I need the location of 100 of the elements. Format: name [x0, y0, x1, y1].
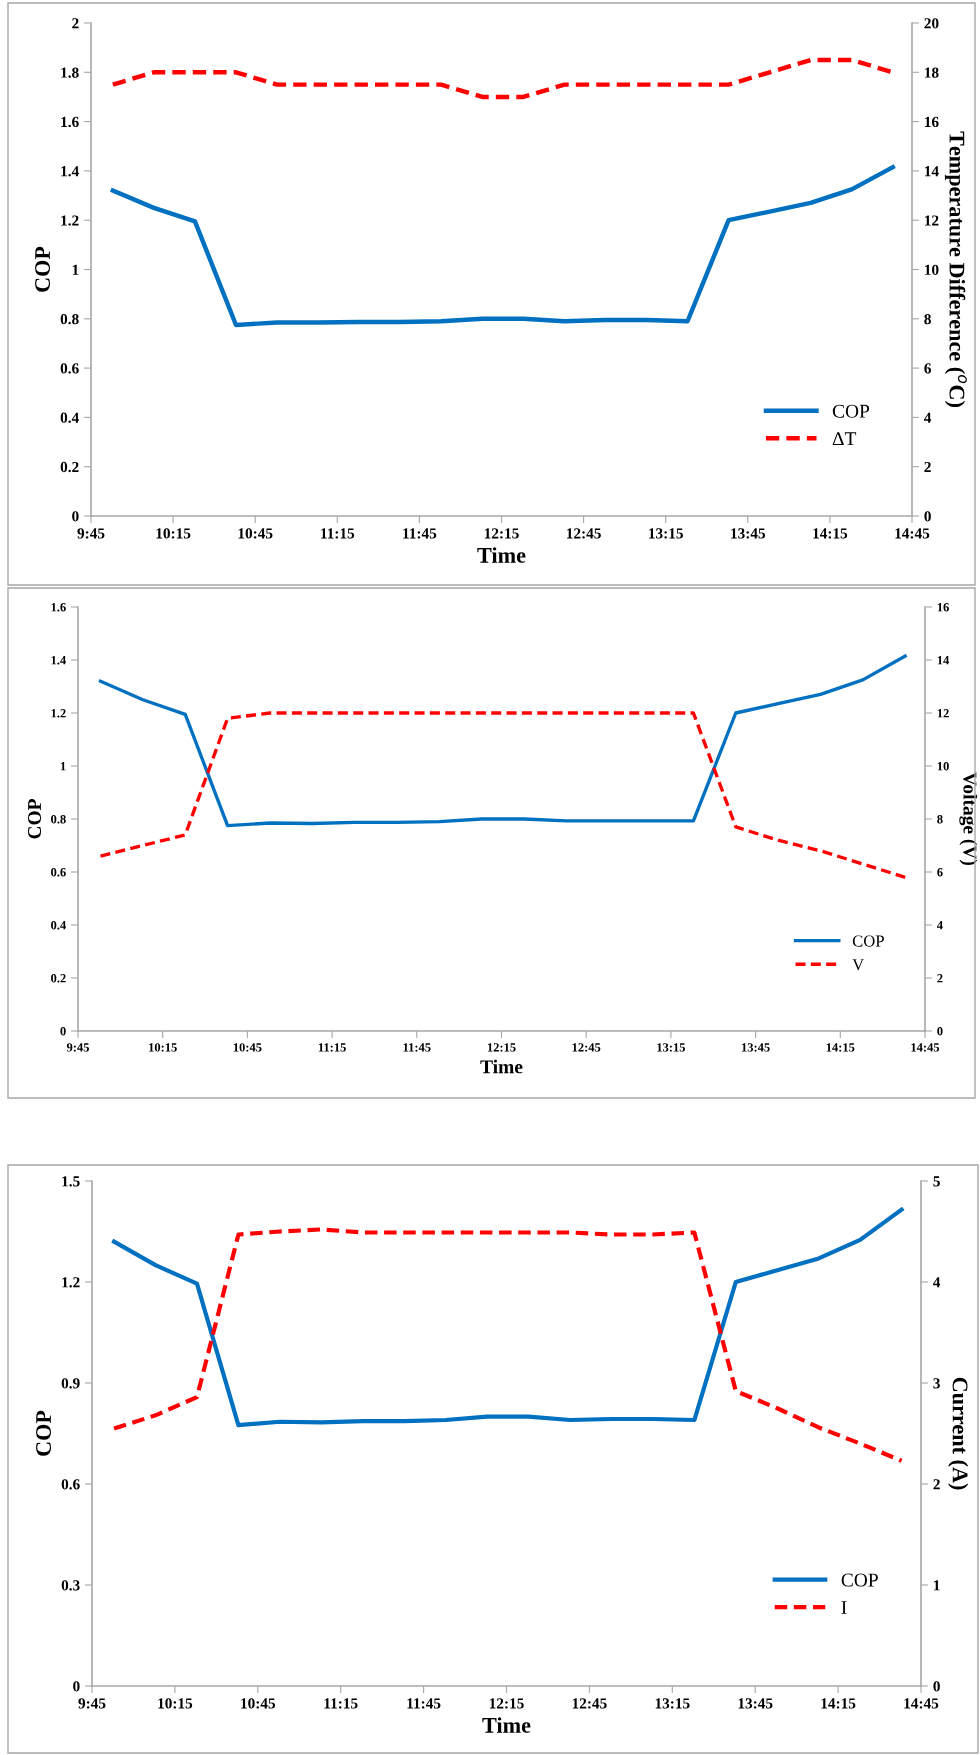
x-tick-label: 10:15 — [149, 1043, 177, 1052]
y2-axis-title: Current (A) — [948, 1377, 969, 1490]
y2-tick-label: 12 — [937, 709, 949, 718]
y2-tick-label: 4 — [936, 921, 943, 930]
x-tick-label: 12:15 — [484, 528, 519, 539]
y-tick-label: 0.9 — [61, 1378, 80, 1389]
y-tick-label: 1 — [72, 264, 79, 275]
x-tick-label: 14:15 — [826, 1043, 855, 1052]
y2-tick-label: 3 — [933, 1378, 940, 1389]
y2-tick-label: 10 — [925, 264, 939, 275]
y-tick-label: 0.6 — [51, 868, 66, 877]
x-tick-label: 12:15 — [489, 1698, 524, 1709]
y-axis-title: COP — [36, 1410, 52, 1456]
x-tick-label: 13:45 — [738, 1698, 773, 1709]
y2-tick-label: 0 — [933, 1681, 940, 1692]
x-tick-label: 13:45 — [731, 528, 766, 539]
y-tick-label: 0.8 — [60, 313, 79, 325]
y-tick-label: 0.4 — [60, 412, 79, 423]
y-tick-label: 1.4 — [51, 656, 66, 665]
y-tick-label: 1.2 — [62, 1277, 80, 1288]
y2-tick-label: 1 — [934, 1580, 940, 1591]
x-tick-label: 14:45 — [911, 1043, 940, 1052]
y2-tick-label: 2 — [924, 461, 931, 472]
x-axis-title: Time — [480, 1059, 523, 1074]
y-tick-label: 1.4 — [61, 166, 79, 177]
x-tick-label: 13:15 — [649, 528, 683, 539]
x-tick-label: 11:15 — [318, 1043, 346, 1052]
legend-label: ΔT — [832, 432, 857, 446]
x-tick-label: 11:45 — [403, 1043, 431, 1052]
y2-tick-label: 8 — [924, 313, 931, 325]
y2-axis-title: Voltage (V) — [959, 772, 978, 866]
y-tick-label: 0.3 — [61, 1580, 80, 1591]
y2-tick-label: 0 — [924, 511, 931, 522]
legend-label: COP — [852, 935, 884, 947]
x-tick-label: 14:45 — [895, 528, 930, 539]
y2-tick-label: 18 — [925, 67, 939, 78]
x-tick-label: 12:45 — [572, 1043, 601, 1052]
y-axis-title: COP — [28, 799, 42, 839]
y-tick-label: 2 — [72, 18, 79, 29]
y2-tick-label: 20 — [924, 18, 939, 29]
legend-label: I — [841, 1601, 847, 1614]
x-tick-label: 11:45 — [407, 1698, 441, 1709]
y2-axis-title: Temperature Difference ($^{o}$C) — [944, 131, 967, 407]
x-tick-label: 11:15 — [321, 528, 355, 539]
y2-tick-label: 14 — [925, 166, 939, 177]
y-tick-label: 0 — [60, 1027, 66, 1036]
line-series — [98, 711, 907, 879]
x-tick-label: 9:45 — [78, 1698, 106, 1709]
x-tick-label: 10:15 — [156, 528, 191, 539]
x-tick-label: 10:45 — [233, 1043, 262, 1052]
x-axis-title: Time — [482, 1717, 531, 1733]
y2-tick-label: 8 — [937, 815, 943, 824]
y2-tick-label: 2 — [937, 974, 943, 983]
x-tick-label: 12:45 — [572, 1698, 607, 1709]
y-tick-label: 0.2 — [51, 974, 66, 983]
y2-tick-label: 6 — [924, 363, 931, 374]
y-tick-label: 1.5 — [62, 1176, 80, 1187]
y-tick-label: 0 — [72, 511, 79, 522]
y-tick-label: 0.2 — [60, 461, 79, 473]
x-tick-label: 11:15 — [324, 1698, 358, 1709]
y2-tick-label: 12 — [925, 215, 939, 226]
y-tick-label: 0.4 — [51, 921, 66, 930]
y2-tick-label: 5 — [933, 1176, 940, 1187]
x-tick-label: 10:45 — [238, 528, 273, 539]
legend-label: COP — [832, 404, 870, 418]
x-tick-label: 10:15 — [158, 1698, 193, 1709]
y-tick-label: 0 — [73, 1681, 80, 1692]
y2-tick-label: 2 — [933, 1479, 940, 1490]
y-tick-label: 0.6 — [60, 363, 79, 374]
y2-tick-label: 0 — [937, 1027, 943, 1036]
x-tick-label: 9:45 — [66, 1043, 89, 1052]
x-tick-label: 11:45 — [403, 528, 437, 539]
y2-tick-label: 6 — [937, 868, 943, 877]
y2-tick-label: 16 — [925, 116, 939, 128]
x-tick-label: 12:15 — [487, 1043, 516, 1052]
y-tick-label: 0.6 — [61, 1479, 80, 1490]
y2-tick-label: 4 — [924, 412, 932, 423]
y-axis-title: COP — [35, 246, 51, 292]
x-tick-label: 14:45 — [904, 1698, 939, 1709]
x-tick-label: 13:15 — [657, 1043, 686, 1052]
y-tick-label: 1.6 — [51, 603, 66, 612]
y-tick-label: 1.2 — [61, 215, 79, 226]
y2-tick-label: 16 — [937, 603, 949, 612]
y-tick-label: 0.8 — [51, 815, 66, 824]
x-tick-label: 12:45 — [567, 528, 601, 539]
y2-tick-label: 10 — [937, 762, 949, 771]
x-tick-label: 14:15 — [821, 1698, 856, 1709]
line-series — [111, 1227, 904, 1463]
y2-tick-label: 14 — [937, 656, 950, 665]
line-series — [98, 654, 907, 828]
legend-label: COP — [841, 1573, 878, 1587]
legend-label: V — [852, 959, 865, 971]
y-tick-label: 1.8 — [61, 67, 79, 78]
x-tick-label: 13:15 — [655, 1698, 690, 1709]
y-tick-label: 1.6 — [61, 116, 79, 128]
x-tick-label: 9:45 — [77, 528, 105, 539]
x-tick-label: 10:45 — [241, 1698, 276, 1709]
line-series — [111, 1207, 904, 1428]
y-tick-label: 1 — [60, 762, 66, 771]
x-axis-title: Time — [477, 547, 526, 563]
